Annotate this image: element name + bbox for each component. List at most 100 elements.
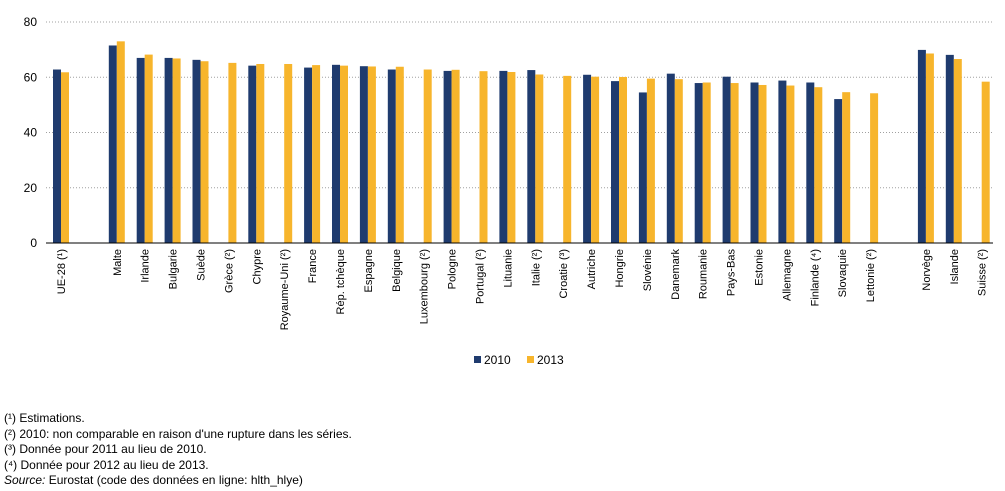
bar-2010-estonie — [750, 82, 759, 243]
bar-2013-royaume-uni — [284, 63, 293, 243]
x-tick-label: France — [307, 249, 319, 283]
footnote-2: (²) 2010: non comparable en raison d'une… — [4, 426, 352, 441]
bar-2010-belgique — [387, 69, 396, 243]
x-tick-label: Hongrie — [614, 249, 626, 288]
bar-2013-sue-de — [200, 61, 209, 243]
bar-2013-chypre — [256, 63, 265, 243]
bar-2010-chypre — [248, 65, 257, 244]
y-tick-label: 60 — [24, 70, 38, 84]
bar-2013-islande — [953, 59, 962, 243]
footnote-1: (¹) Estimations. — [4, 411, 85, 425]
x-tick-label: Lettonie (²) — [865, 249, 877, 302]
footnotes: (¹) Estimations. (²) 2010: non comparabl… — [4, 411, 352, 489]
bar-2010-lituanie — [499, 70, 508, 244]
x-tick-label: Espagne — [363, 249, 375, 292]
bar-2010-slovaquie — [834, 99, 843, 243]
gridlines — [46, 21, 993, 189]
bar-2013-slovaquie — [842, 92, 851, 243]
source-label: Source: — [4, 473, 46, 488]
bar-2013-finlande — [814, 87, 823, 243]
x-tick-label: Croatie (³) — [558, 249, 570, 299]
bar-2013-irlande — [144, 54, 153, 243]
footnote-4: (⁴) Donnée pour 2012 au lieu de 2013. — [4, 457, 209, 472]
x-tick-label: Slovaquie — [837, 249, 849, 297]
x-tick-label: Suède — [196, 249, 208, 281]
bar-2013-pologne — [451, 69, 460, 243]
bar-2013-espagne — [367, 66, 376, 243]
legend: 2010 2013 — [474, 353, 564, 367]
bar-2010-pays-bas — [722, 76, 731, 243]
x-tick-label: Finlande (⁴) — [809, 249, 821, 306]
bar-2010-italie — [527, 70, 536, 243]
source-text: Eurostat (code des données en ligne: hlt… — [48, 473, 303, 488]
x-tick-label: Pologne — [447, 249, 459, 289]
bar-2010-sue-de — [192, 59, 201, 243]
bar-2013-estonie — [758, 84, 767, 243]
x-tick-label: Royaume-Uni (²) — [279, 249, 291, 330]
x-tick-label: Allemagne — [781, 249, 793, 301]
x-tick-label: Norvège — [921, 249, 933, 291]
x-tick-label: Irlande — [140, 249, 152, 283]
bar-2010-allemagne — [778, 80, 787, 243]
footnote-3: (³) Donnée pour 2011 au lieu de 2010. — [4, 442, 207, 457]
y-tick-label: 0 — [30, 236, 37, 250]
x-tick-label: Danemark — [670, 249, 682, 300]
bar-2010-slove-nie — [638, 92, 647, 243]
bar-2010-roumanie — [694, 83, 703, 244]
bar-2013-norve-ge — [925, 53, 934, 244]
x-tick-label: Islande — [949, 249, 961, 284]
bar-2010-irlande — [136, 57, 145, 243]
bar-2013-portugal — [479, 71, 488, 243]
x-tick-label: Suisse (²) — [977, 249, 989, 296]
bar-2013-lettonie — [870, 93, 879, 244]
bar-2010-france — [304, 67, 313, 243]
bar-2013-allemagne — [786, 85, 795, 243]
x-tick-label: Estonie — [754, 249, 766, 286]
bar-2013-luxembourg — [423, 69, 432, 243]
x-tick-label: Autriche — [586, 249, 598, 289]
x-tick-label: UE-28 (¹) — [56, 249, 68, 294]
bar-2010-hongrie — [611, 81, 619, 244]
legend-label-2010: 2010 — [484, 353, 511, 367]
bar-2013-france — [312, 65, 321, 243]
bar-2010-re-p-tche-que — [332, 64, 340, 243]
source-line: Source: Eurostat (code des données en li… — [4, 473, 352, 489]
y-tick-label: 20 — [24, 181, 38, 195]
legend-swatch-2010 — [474, 356, 481, 363]
bar-2010-ue-28 — [53, 69, 61, 243]
x-axis-labels: UE-28 (¹) Malte Irlande Bulgarie Suède Grèce … — [56, 249, 989, 331]
x-tick-label: Pays-Bas — [726, 249, 738, 297]
bar-2010-bulgarie — [164, 57, 173, 243]
bar-2013-danemark — [674, 79, 683, 243]
bar-2013-re-p-tche-que — [340, 65, 348, 244]
bar-2010-espagne — [359, 66, 368, 243]
bar-2013-gre-ce — [228, 62, 237, 244]
bar-2010-malte — [108, 45, 117, 244]
bar-2010-pologne — [443, 70, 452, 244]
x-tick-label: Belgique — [391, 249, 403, 292]
bar-2010-autriche — [583, 74, 592, 243]
y-tick-label: 80 — [24, 15, 38, 29]
x-tick-label: Grèce (²) — [223, 249, 235, 293]
bar-2013-hongrie — [619, 76, 627, 243]
bar-2013-bulgarie — [172, 58, 181, 244]
legend-swatch-2013 — [527, 356, 534, 363]
bar-2013-belgique — [395, 66, 404, 243]
bar-2013-italie — [535, 74, 544, 243]
bar-2010-finlande — [806, 82, 815, 243]
bar-2013-slove-nie — [646, 78, 655, 243]
bar-2013-suisse — [981, 81, 990, 243]
legend-label-2013: 2013 — [537, 353, 564, 367]
bar-2010-islande — [945, 54, 954, 243]
bar-2013-malte — [116, 41, 125, 244]
x-tick-label: Chypre — [251, 249, 263, 284]
x-tick-label: Malte — [112, 249, 124, 276]
x-tick-label: Roumanie — [698, 249, 710, 299]
bar-2013-pays-bas — [730, 83, 739, 244]
bars — [53, 41, 990, 244]
x-tick-label: Portugal (²) — [475, 249, 487, 304]
y-tick-label: 40 — [24, 126, 38, 140]
x-tick-label: Slovénie — [642, 249, 654, 291]
bar-2013-ue-28 — [61, 72, 69, 243]
x-tick-label: Luxembourg (²) — [419, 249, 431, 324]
